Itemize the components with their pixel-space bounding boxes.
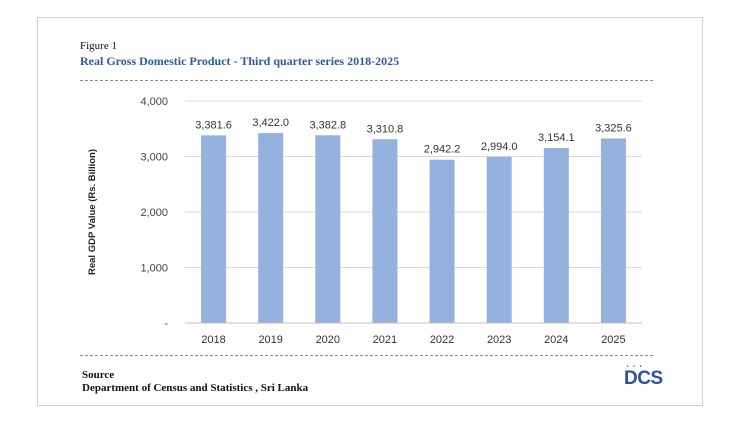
bar — [600, 138, 626, 323]
bar — [372, 139, 398, 323]
y-axis-label: Real GDP Value (Rs. Billion) — [87, 149, 98, 275]
bar-value-label: 3,154.1 — [538, 132, 575, 144]
x-tick-label: 2025 — [601, 334, 625, 346]
bars — [201, 133, 626, 323]
y-tick-labels: - 1,000 2,000 3,000 4,000 — [140, 96, 168, 330]
figure-label: Figure 1 — [80, 40, 117, 52]
bar-value-label: 3,382.8 — [309, 119, 346, 131]
bar-value-label: 2,994.0 — [481, 141, 518, 153]
bar-value-label: 3,422.0 — [252, 117, 289, 129]
bar-value-label: 3,381.6 — [195, 119, 232, 131]
bar — [258, 133, 284, 323]
bar-value-label: 3,325.6 — [595, 122, 632, 134]
x-tick-label: 2021 — [373, 334, 397, 346]
x-tick-label: 2024 — [544, 334, 568, 346]
x-tick-label: 2022 — [430, 334, 454, 346]
y-tick-label: 4,000 — [140, 96, 168, 108]
bar — [201, 135, 227, 323]
logo-text: DCS — [624, 368, 663, 389]
x-tick-label: 2019 — [258, 334, 282, 346]
x-tick-label: 2020 — [316, 334, 340, 346]
y-tick-label: - — [164, 318, 168, 330]
figure-title: Real Gross Domestic Product - Third quar… — [80, 54, 400, 68]
bar — [315, 135, 341, 323]
bar — [486, 156, 512, 323]
y-tick-label: 2,000 — [140, 207, 168, 219]
logo-dots: • • • — [626, 364, 644, 370]
top-divider — [80, 80, 653, 81]
dcs-logo: • • • DCS — [624, 364, 670, 390]
source-text: Department of Census and Statistics , Sr… — [82, 382, 309, 394]
source-label: Source — [82, 369, 115, 381]
bar — [429, 159, 455, 323]
x-tick-label: 2023 — [487, 334, 511, 346]
x-tick-label: 2018 — [201, 334, 225, 346]
y-tick-label: 1,000 — [140, 263, 168, 275]
x-tick-labels: 2018 2019 2020 2021 2022 2023 2024 2025 — [201, 334, 625, 346]
bottom-divider — [80, 355, 653, 356]
y-tick-label: 3,000 — [140, 152, 168, 164]
bar-value-label: 2,942.2 — [424, 144, 461, 156]
bar — [543, 147, 569, 323]
value-labels: 3,381.6 3,422.0 3,382.8 3,310.8 2,942.2 2,994… — [195, 117, 632, 156]
bar-value-label: 3,310.8 — [367, 123, 404, 135]
